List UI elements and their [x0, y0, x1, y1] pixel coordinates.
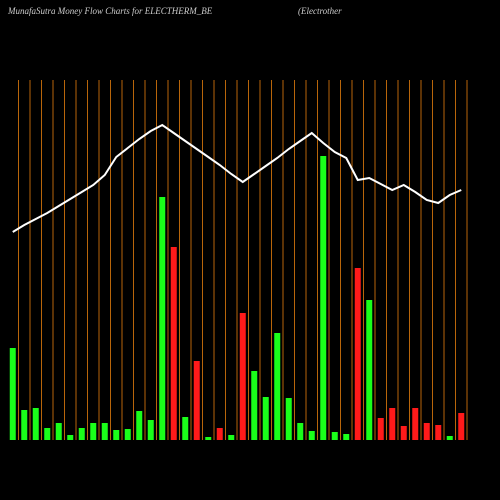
money-flow-line [12, 123, 462, 233]
bar [147, 420, 154, 440]
bar [251, 371, 258, 440]
bar [354, 268, 361, 440]
bar [435, 425, 442, 440]
bar [113, 430, 120, 440]
bar [44, 428, 51, 440]
bar [78, 428, 85, 440]
bar [136, 411, 143, 440]
bar [262, 397, 269, 440]
bar [101, 423, 108, 440]
bar [182, 417, 189, 440]
bar [9, 348, 16, 440]
bar [366, 300, 373, 440]
bar [21, 410, 28, 440]
bar [377, 418, 384, 440]
bar [205, 437, 212, 440]
bar [193, 361, 200, 440]
bar [285, 398, 292, 440]
bar [170, 247, 177, 440]
bar [55, 423, 62, 440]
bar [228, 435, 235, 440]
bar [32, 408, 39, 440]
bar [216, 428, 223, 440]
chart-subtitle: (Electrother [298, 6, 342, 16]
bar [423, 423, 430, 440]
bar [412, 408, 419, 440]
bar [343, 434, 350, 440]
bar [159, 197, 166, 440]
bar [458, 413, 465, 440]
bar [124, 429, 131, 440]
bar [274, 333, 281, 440]
bar [297, 423, 304, 440]
bar [400, 426, 407, 440]
bar [67, 435, 74, 440]
bar [446, 436, 453, 440]
bar [239, 313, 246, 440]
bar [389, 408, 396, 440]
bar [90, 423, 97, 440]
bar [308, 431, 315, 440]
bar [331, 432, 338, 440]
bar [320, 156, 327, 440]
chart-title: MunafaSutra Money Flow Charts for ELECTH… [7, 6, 213, 16]
